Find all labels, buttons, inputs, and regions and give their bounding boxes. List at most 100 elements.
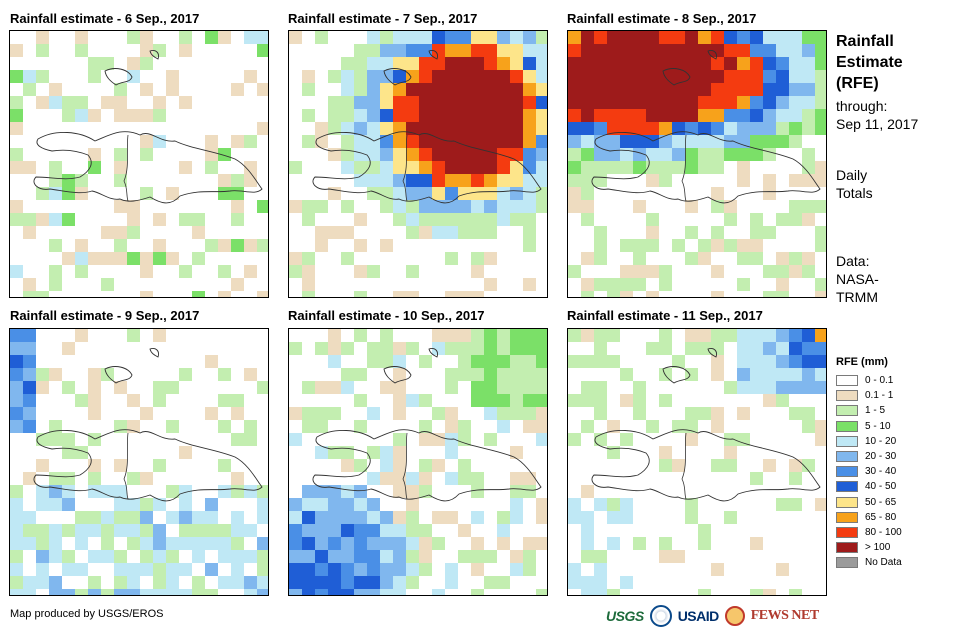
legend-item: > 100 [836, 540, 961, 555]
rainfall-cell [802, 355, 815, 368]
rainfall-cell [341, 135, 354, 148]
rainfall-cell [140, 498, 153, 511]
rainfall-cell [802, 161, 815, 174]
rainfall-cell [10, 524, 23, 537]
rainfall-cell [88, 472, 101, 485]
rainfall-cell [633, 96, 646, 109]
legend-label: 0.1 - 1 [865, 390, 894, 402]
rainfall-cell [737, 407, 750, 420]
rainfall-cell [536, 407, 547, 420]
rainfall-cell [568, 433, 581, 446]
rainfall-cell [367, 472, 380, 485]
legend-label: 1 - 5 [865, 405, 886, 417]
rainfall-cell [166, 420, 179, 433]
rainfall-cell [445, 83, 458, 96]
legend-swatch [836, 511, 858, 523]
rainfall-cell [471, 472, 484, 485]
legend-label: 40 - 50 [865, 481, 897, 493]
rainfall-cell [750, 381, 763, 394]
rainfall-cell [536, 135, 547, 148]
rainfall-cell [581, 187, 594, 200]
rainfall-cell [458, 472, 471, 485]
rainfall-cell [711, 459, 724, 472]
rainfall-cell [497, 576, 510, 589]
rainfall-cell [523, 550, 536, 563]
rainfall-cell [763, 148, 776, 161]
rainfall-cell [380, 381, 393, 394]
rainfall-cell [36, 381, 49, 394]
rainfall-cell [698, 239, 711, 252]
rainfall-cell [750, 83, 763, 96]
rainfall-cell [36, 459, 49, 472]
map-canvas [10, 31, 268, 297]
rainfall-cell [75, 96, 88, 109]
rainfall-cell [114, 252, 127, 265]
rainfall-cell [36, 550, 49, 563]
rainfall-cell [432, 433, 445, 446]
through-date: through: Sep 11, 2017 [836, 97, 918, 133]
rainfall-cell [393, 433, 406, 446]
rainfall-cell [581, 550, 594, 563]
rainfall-cell [484, 135, 497, 148]
rainfall-cell [367, 109, 380, 122]
rainfall-cell [458, 174, 471, 187]
rainfall-cell [393, 187, 406, 200]
rainfall-cell [594, 252, 607, 265]
rainfall-cell [218, 265, 231, 278]
rainfall-cell [536, 57, 547, 70]
rainfall-cell [127, 472, 140, 485]
rainfall-cell [289, 252, 302, 265]
rainfall-cell [763, 96, 776, 109]
rainfall-cell [75, 109, 88, 122]
rainfall-cell [471, 44, 484, 57]
rainfall-cell [724, 83, 737, 96]
rainfall-cell [471, 394, 484, 407]
rainfall-cell [23, 83, 36, 96]
rainfall-cell [341, 368, 354, 381]
rainfall-cell [140, 550, 153, 563]
rainfall-cell [23, 278, 36, 291]
rainfall-cell [672, 70, 685, 83]
rainfall-cell [523, 537, 536, 550]
rainfall-cell [393, 537, 406, 550]
rainfall-cell [49, 537, 62, 550]
rainfall-cell [23, 368, 36, 381]
rainfall-cell [646, 44, 659, 57]
rainfall-cell [763, 83, 776, 96]
rainfall-cell [471, 148, 484, 161]
rainfall-cell [581, 109, 594, 122]
hispaniola-coastline [312, 348, 542, 502]
rainfall-cell [244, 265, 257, 278]
rainfall-cell [458, 368, 471, 381]
rainfall-cell [49, 96, 62, 109]
rainfall-cell [393, 70, 406, 83]
rainfall-cell [205, 239, 218, 252]
rainfall-cell [815, 226, 826, 239]
legend-swatch [836, 466, 858, 478]
rainfall-cell [471, 291, 484, 297]
rainfall-cell [192, 226, 205, 239]
rainfall-cell [445, 420, 458, 433]
rainfall-cell [685, 135, 698, 148]
rainfall-cell [393, 550, 406, 563]
rainfall-cell [750, 213, 763, 226]
rainfall-cell [445, 226, 458, 239]
rainfall-cell [763, 265, 776, 278]
rainfall-cell [341, 537, 354, 550]
rainfall-cell [568, 96, 581, 109]
rainfall-cell [289, 200, 302, 213]
rainfall-cell [763, 226, 776, 239]
rainfall-cell [393, 576, 406, 589]
rainfall-cell [393, 109, 406, 122]
daily-totals-line: Totals [836, 185, 873, 201]
rainfall-cell [445, 472, 458, 485]
data-source: Data: NASA- TRMM [836, 252, 879, 306]
rainfall-cell [568, 174, 581, 187]
rainfall-cell [815, 122, 826, 135]
rainfall-cell [62, 109, 75, 122]
rainfall-cell [127, 70, 140, 83]
rainfall-cell [594, 57, 607, 70]
rainfall-cell [393, 368, 406, 381]
rainfall-cell [750, 226, 763, 239]
rainfall-cell [101, 589, 114, 595]
